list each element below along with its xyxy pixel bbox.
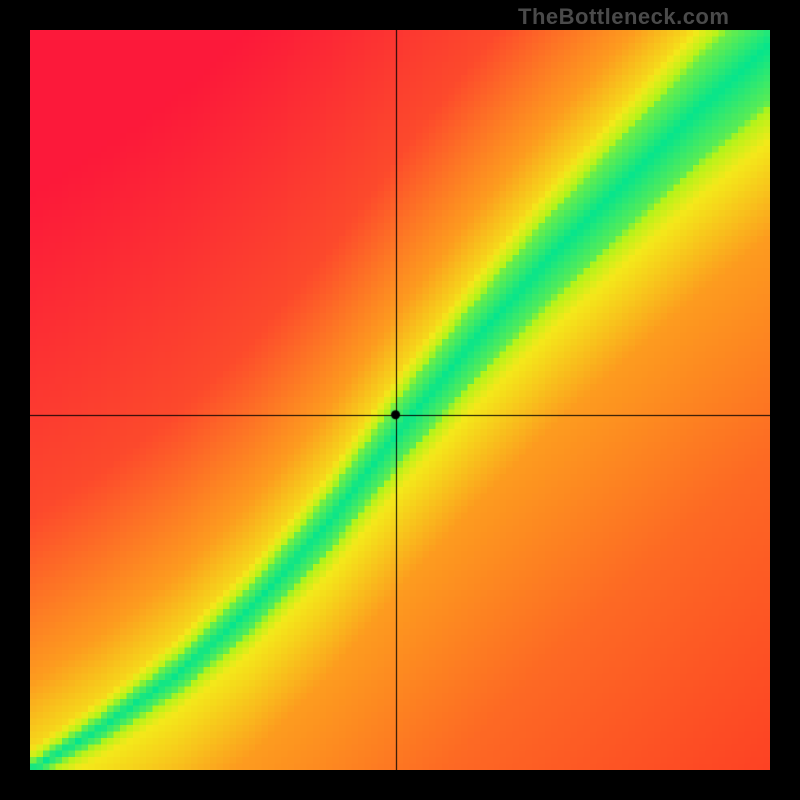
- watermark-text: TheBottleneck.com: [518, 4, 729, 30]
- plot-area: [30, 30, 770, 770]
- crosshair-overlay: [30, 30, 770, 770]
- chart-frame: TheBottleneck.com: [0, 0, 800, 800]
